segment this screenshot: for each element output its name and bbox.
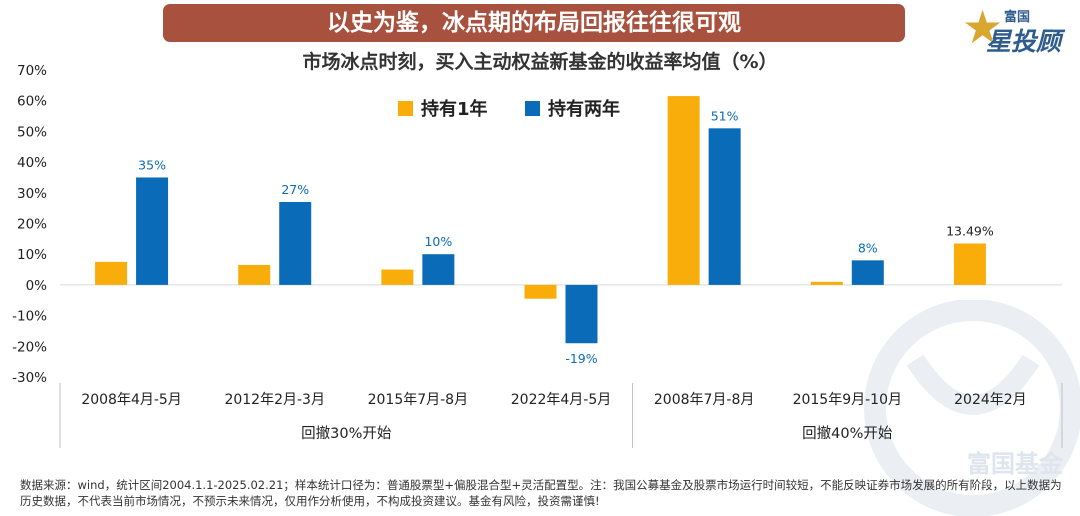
y-tick-label: 10% xyxy=(17,247,47,263)
bar xyxy=(708,128,741,285)
y-tick-label: 30% xyxy=(17,186,47,202)
y-tick-label: 0% xyxy=(26,278,48,294)
bar xyxy=(810,281,843,285)
logo-top-text: 富国 xyxy=(1004,10,1031,25)
y-tick-label: 60% xyxy=(17,94,47,110)
y-tick-label: 50% xyxy=(17,124,47,140)
x-tick-label: 2022年4月-5月 xyxy=(511,392,612,408)
y-axis: -30% -20% -10% 0% 10% 20% 30% 40% 50% 60% 70% xyxy=(12,63,47,386)
y-tick-label: 40% xyxy=(17,155,47,171)
legend-swatch xyxy=(398,101,413,116)
bar xyxy=(95,261,128,285)
legend: 持有1年 持有两年 xyxy=(398,98,620,120)
legend-label: 持有1年 xyxy=(421,98,488,120)
y-tick-label: -30% xyxy=(12,370,47,386)
star-icon: ★ xyxy=(962,0,1004,54)
bar xyxy=(381,269,414,285)
x-tick-label: 2015年7月-8月 xyxy=(368,392,469,408)
data-label: 27% xyxy=(281,182,309,197)
banner-title: 以史为鉴，冰点期的布局回报往往很可观 xyxy=(163,4,905,42)
data-label: 35% xyxy=(138,157,166,172)
bar xyxy=(422,254,455,285)
data-label: -19% xyxy=(565,351,597,366)
legend-swatch xyxy=(525,101,540,116)
y-tick-label: -10% xyxy=(12,309,47,325)
x-tick-label: 2008年4月-5月 xyxy=(81,392,182,408)
bar xyxy=(667,96,700,285)
x-tick-label: 2024年2月 xyxy=(954,392,1027,408)
bar xyxy=(238,264,271,285)
group-label: 回撤30%开始 xyxy=(301,425,392,442)
group-label: 回撤40%开始 xyxy=(802,425,893,442)
bar xyxy=(565,284,598,344)
logo-main-text: 星投顾 xyxy=(986,27,1062,56)
x-tick-label: 2012年2月-3月 xyxy=(224,392,325,408)
legend-label: 持有两年 xyxy=(548,98,620,120)
footnote: 数据来源：wind，统计区间2004.1.1-2025.02.21；样本统计口径… xyxy=(20,478,1062,508)
y-tick-label: -20% xyxy=(12,339,47,355)
bar xyxy=(136,177,169,285)
x-tick-label: 2015年9月-10月 xyxy=(793,392,902,408)
x-axis: 2008年4月-5月 2012年2月-3月 2015年7月-8月 2022年4月-5月… xyxy=(59,383,1063,448)
bar xyxy=(524,284,557,299)
bar xyxy=(953,243,986,285)
data-label: 51% xyxy=(711,108,739,123)
y-tick-label: 20% xyxy=(17,217,47,233)
chart-title: 市场冰点时刻，买入主动权益新基金的收益率均值（%） xyxy=(302,51,778,73)
data-label: 13.49% xyxy=(946,223,994,238)
bar xyxy=(851,260,884,285)
data-label: 8% xyxy=(858,240,878,255)
bar xyxy=(279,202,312,285)
y-tick-label: 70% xyxy=(17,63,47,79)
brand-logo: ★ 富国 星投顾 xyxy=(962,4,1074,56)
x-tick-label: 2008年7月-8月 xyxy=(654,392,755,408)
bar-series: 13.49% 35% 27% 10% -19% 51% 8% xyxy=(60,96,1062,366)
data-label: 10% xyxy=(424,234,452,249)
